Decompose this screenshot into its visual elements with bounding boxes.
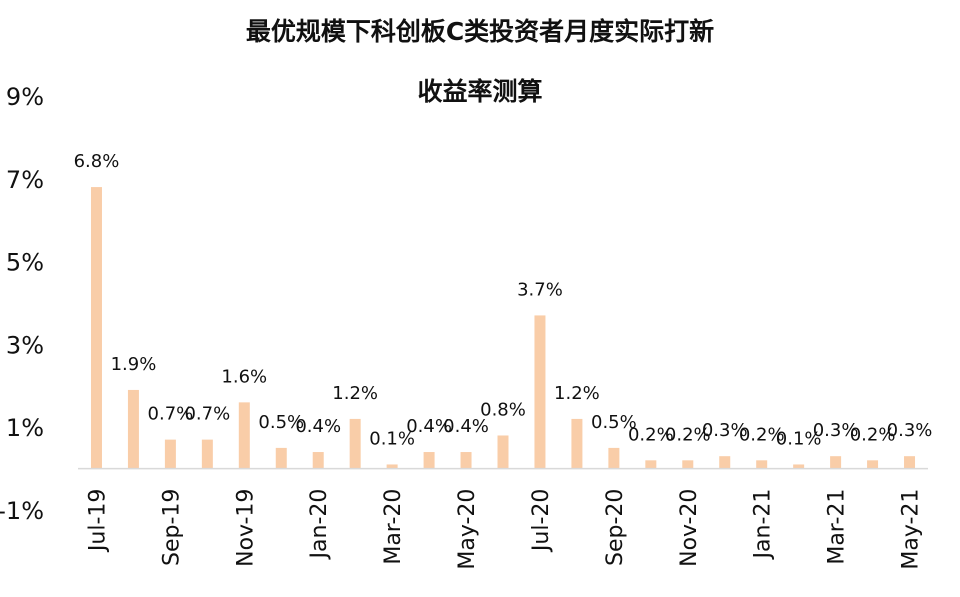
bar-apr-20 xyxy=(423,452,435,469)
y-axis: 9% 7% 5% 3% 1% -1% xyxy=(0,83,44,525)
data-label: 0.7% xyxy=(184,404,230,425)
bar-jun-20 xyxy=(497,435,509,469)
y-tick-label: -1% xyxy=(0,497,44,525)
y-tick-label: 5% xyxy=(6,249,44,277)
y-tick-label: 3% xyxy=(6,331,44,359)
x-tick-label: Jan-21 xyxy=(751,489,776,561)
bar-apr-21 xyxy=(867,460,879,469)
bar-nov-19 xyxy=(238,402,250,469)
bar-sep-19 xyxy=(164,439,176,469)
data-label: 0.1% xyxy=(369,428,415,449)
y-tick-label: 7% xyxy=(6,166,44,194)
bar-mar-20 xyxy=(386,464,398,469)
bar-nov-20 xyxy=(682,460,694,469)
x-tick-label: Mar-21 xyxy=(825,489,850,565)
x-tick-label: Sep-19 xyxy=(159,489,184,566)
x-tick-label: Nov-20 xyxy=(677,489,702,567)
bar-may-20 xyxy=(460,452,472,469)
data-label: 0.2% xyxy=(628,424,674,445)
x-tick-label: May-21 xyxy=(899,489,924,570)
bar-mar-21 xyxy=(830,456,842,469)
data-label: 0.2% xyxy=(739,424,785,445)
data-label: 0.4% xyxy=(295,416,341,437)
bar-dec-19 xyxy=(275,447,287,469)
bar-oct-20 xyxy=(645,460,657,469)
data-label: 1.2% xyxy=(332,383,378,404)
data-label: 0.2% xyxy=(850,424,896,445)
x-tick-label: Mar-20 xyxy=(381,489,406,565)
bar-jul-20 xyxy=(534,315,546,469)
data-label: 0.7% xyxy=(148,404,194,425)
chart-title: 最优规模下科创板C类投资者月度实际打新 xyxy=(245,17,715,46)
y-tick-label: 9% xyxy=(6,83,44,111)
bar-sep-20 xyxy=(608,447,620,469)
bar-aug-20 xyxy=(571,418,583,469)
data-label: 3.7% xyxy=(517,279,563,300)
bar-aug-19 xyxy=(127,389,139,469)
y-tick-label: 1% xyxy=(6,414,44,442)
data-label: 1.2% xyxy=(554,383,600,404)
data-label: 1.9% xyxy=(111,354,157,375)
data-label: 0.3% xyxy=(813,420,859,441)
data-label: 0.5% xyxy=(258,412,304,433)
bar-jul-19 xyxy=(90,187,102,469)
data-label: 6.8% xyxy=(74,151,120,172)
data-label: 0.3% xyxy=(887,420,933,441)
bar-dec-20 xyxy=(719,456,731,469)
data-label: 1.6% xyxy=(221,366,267,387)
data-label: 0.5% xyxy=(591,412,637,433)
x-axis: Jul-19 Sep-19 Nov-19 Jan-20 Mar-20 May-20 Jul-… xyxy=(85,489,923,570)
data-label: 0.4% xyxy=(406,416,452,437)
data-label: 0.1% xyxy=(776,428,822,449)
data-label: 0.4% xyxy=(443,416,489,437)
chart-subtitle: 收益率测算 xyxy=(417,77,543,106)
bar-oct-19 xyxy=(201,439,213,469)
x-tick-label: Jan-20 xyxy=(307,489,332,561)
data-label: 0.8% xyxy=(480,399,526,420)
bar-feb-20 xyxy=(349,418,361,469)
x-tick-label: Nov-19 xyxy=(233,489,258,567)
data-label: 0.2% xyxy=(665,424,711,445)
bars xyxy=(90,187,916,469)
bar-jan-20 xyxy=(312,452,324,469)
x-tick-label: May-20 xyxy=(455,489,480,570)
data-label: 0.3% xyxy=(702,420,748,441)
bar-may-21 xyxy=(904,456,916,469)
bar-jan-21 xyxy=(756,460,768,469)
x-tick-label: Jul-19 xyxy=(85,489,110,553)
x-tick-label: Jul-20 xyxy=(529,489,554,553)
data-labels: 6.8%1.9%0.7%0.7%1.6%0.5%0.4%1.2%0.1%0.4%… xyxy=(74,151,933,449)
bar-feb-21 xyxy=(793,464,805,469)
x-tick-label: Sep-20 xyxy=(603,489,628,566)
